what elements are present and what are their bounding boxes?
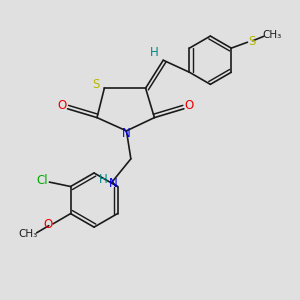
Text: N: N: [122, 127, 131, 140]
Text: Cl: Cl: [36, 174, 48, 187]
Text: S: S: [92, 78, 100, 91]
Text: CH₃: CH₃: [262, 30, 281, 40]
Text: H: H: [150, 46, 159, 59]
Text: S: S: [248, 35, 256, 48]
Text: H: H: [99, 173, 108, 186]
Text: O: O: [184, 99, 194, 112]
Text: O: O: [43, 218, 52, 231]
Text: N: N: [109, 177, 118, 190]
Text: CH₃: CH₃: [19, 229, 38, 239]
Text: O: O: [58, 99, 67, 112]
